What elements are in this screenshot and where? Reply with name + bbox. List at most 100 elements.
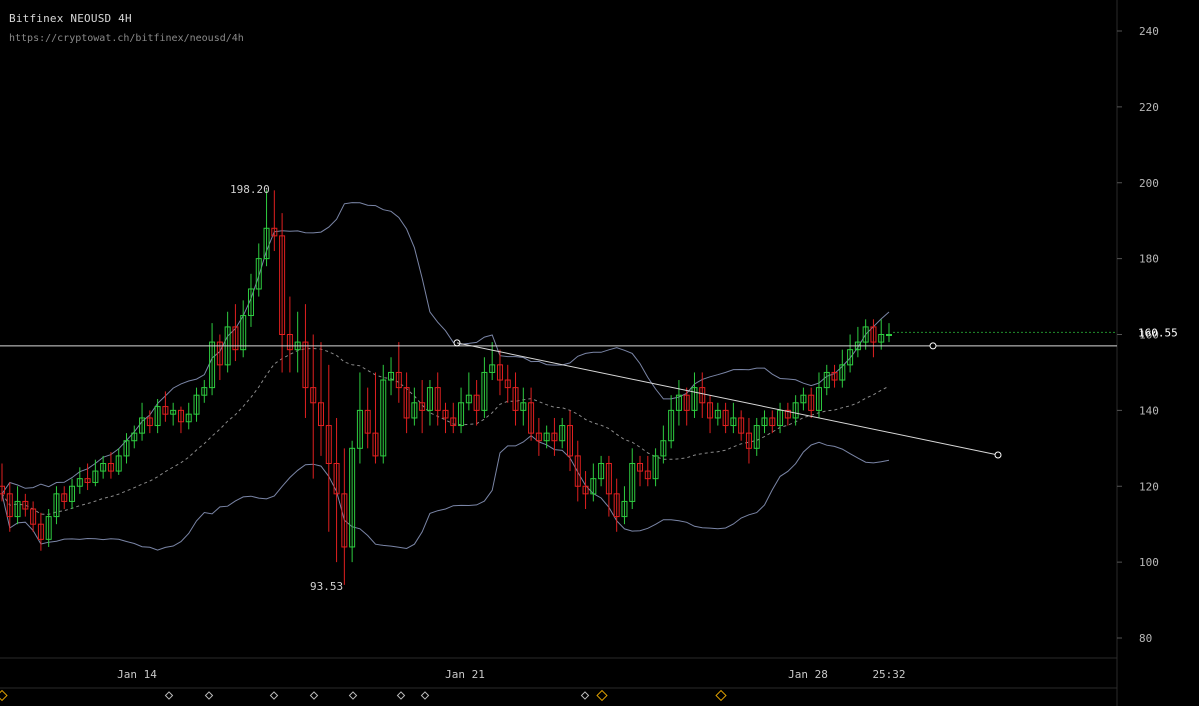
event-marker-highlight <box>0 689 8 702</box>
candle-body <box>862 326 869 343</box>
candle <box>512 372 519 426</box>
candle <box>831 364 838 388</box>
candle <box>683 387 690 426</box>
candle <box>458 387 465 434</box>
chart-header: Bitfinex NEOUSD 4H https://cryptowat.ch/… <box>9 12 244 44</box>
candle <box>465 372 472 411</box>
candle-body <box>6 493 13 518</box>
candle-body <box>644 470 651 480</box>
candle <box>380 364 387 464</box>
candle-body <box>831 371 838 381</box>
trendline-handle-end <box>994 451 1002 459</box>
candle-body <box>411 402 418 419</box>
candle <box>177 406 184 434</box>
candle <box>535 417 542 456</box>
candle <box>699 372 706 418</box>
candle-body <box>784 409 791 419</box>
event-marker <box>396 691 406 700</box>
candle-body <box>154 406 161 427</box>
candle-body <box>707 402 714 419</box>
candle <box>255 243 262 297</box>
candle-body <box>271 227 278 237</box>
candle <box>395 342 402 403</box>
candle-body <box>364 409 371 434</box>
candle <box>847 334 854 373</box>
candle <box>294 311 301 373</box>
candle-body <box>263 227 270 260</box>
y-tick-label: 200 <box>1139 177 1159 190</box>
candle-body <box>84 478 91 483</box>
candle <box>528 387 535 441</box>
candle <box>310 334 317 479</box>
x-tick-label: Jan 21 <box>445 668 485 681</box>
candle-body <box>621 500 628 518</box>
candle <box>193 387 200 422</box>
candle <box>263 190 270 267</box>
candle <box>419 380 426 434</box>
event-marker <box>269 691 279 700</box>
candle <box>325 364 332 532</box>
event-marker <box>348 691 358 700</box>
candle <box>61 486 68 510</box>
candle <box>481 357 488 418</box>
candle <box>784 402 791 426</box>
y-tick-label: 180 <box>1139 253 1159 266</box>
candle <box>271 190 278 252</box>
candle <box>629 448 636 510</box>
candle-body <box>629 462 636 502</box>
candle-body <box>730 417 737 427</box>
candle-body <box>372 432 379 457</box>
candle-body <box>325 425 332 464</box>
candles <box>0 190 892 585</box>
candle <box>216 334 223 381</box>
candle <box>92 459 99 487</box>
candle-body <box>286 334 293 351</box>
candle <box>800 387 807 411</box>
candle-body <box>107 462 114 472</box>
candle-body <box>341 493 348 548</box>
candle-body <box>123 440 130 457</box>
candle <box>582 471 589 510</box>
chart-url[interactable]: https://cryptowat.ch/bitfinex/neousd/4h <box>9 33 244 44</box>
candle <box>170 402 177 426</box>
x-tick-label: Jan 14 <box>117 668 157 681</box>
candle <box>473 380 480 426</box>
candle <box>37 512 44 551</box>
candle-body <box>209 341 216 389</box>
candle <box>100 455 107 479</box>
candle-body <box>146 417 153 427</box>
candle-body <box>660 440 667 457</box>
level-line-handle <box>929 342 937 350</box>
last-price-label: 160.55 <box>1138 326 1178 339</box>
candle-body <box>450 417 457 427</box>
candle <box>714 402 721 426</box>
candle <box>388 357 395 396</box>
candle-body <box>605 462 612 495</box>
candle-body <box>380 379 387 457</box>
candle-body <box>100 462 107 472</box>
candle-body <box>22 500 29 510</box>
candle-body <box>520 402 527 411</box>
candle-body <box>0 485 5 495</box>
low-annotation: 93.53 <box>310 580 343 593</box>
candle-body <box>426 387 433 411</box>
candle <box>613 478 620 532</box>
candle <box>162 391 169 422</box>
candle <box>139 402 146 441</box>
candle-body <box>652 455 659 480</box>
candle-body <box>185 413 192 423</box>
candle <box>730 402 737 434</box>
event-marker-highlight <box>596 689 608 702</box>
drawing-overlays[interactable]: 198.20 93.53 <box>0 183 1117 593</box>
event-marker <box>420 691 430 700</box>
event-markers[interactable] <box>0 689 727 702</box>
candle <box>668 395 675 449</box>
candle <box>644 455 651 487</box>
candle <box>341 448 348 585</box>
candle-body <box>30 508 37 525</box>
candle-body <box>598 462 605 480</box>
candle-body <box>761 417 768 427</box>
candle-body <box>543 432 550 442</box>
candle-body <box>637 462 644 472</box>
